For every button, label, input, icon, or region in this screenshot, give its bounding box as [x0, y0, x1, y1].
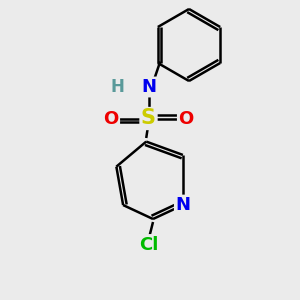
Text: S: S [141, 109, 156, 128]
Text: O: O [103, 110, 118, 128]
Text: O: O [178, 110, 194, 128]
Text: Cl: Cl [139, 236, 158, 253]
Text: N: N [141, 78, 156, 96]
Text: H: H [110, 78, 124, 96]
Text: N: N [176, 196, 190, 214]
